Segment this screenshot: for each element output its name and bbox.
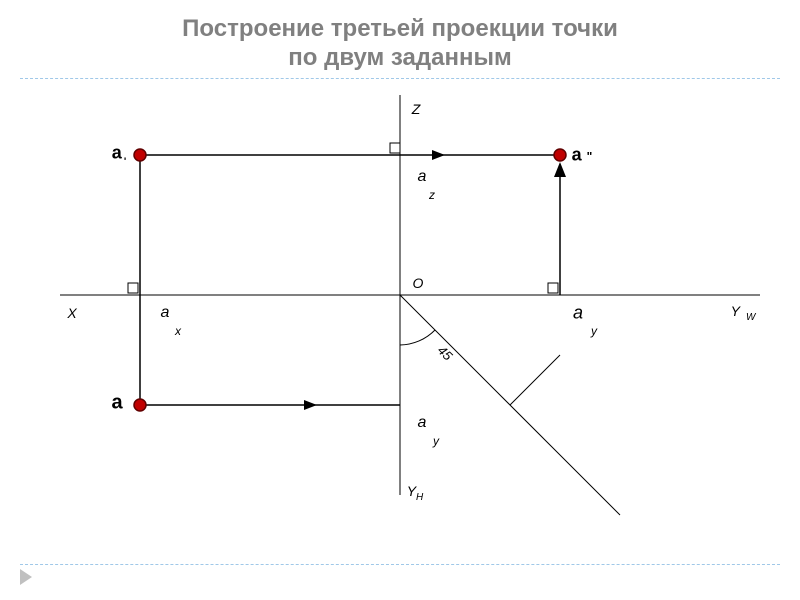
angle-arc (400, 330, 435, 345)
title-line1: Построение третьей проекции точки (0, 15, 800, 44)
point-a-dprime (554, 149, 566, 161)
projection-diagram (0, 95, 800, 555)
slide-corner-icon (20, 569, 32, 585)
divider-top (20, 78, 780, 79)
perp-marker-3 (548, 283, 558, 293)
perp-marker-1 (390, 143, 400, 153)
perp-marker-2 (128, 283, 138, 293)
arrow-top-mid (432, 150, 445, 160)
title-line2: по двум заданным (0, 44, 800, 73)
divider-bottom (20, 564, 780, 565)
arrow-bottom-mid (304, 400, 317, 410)
point-a (134, 399, 146, 411)
line-diag-small (510, 355, 560, 405)
point-a-prime (134, 149, 146, 161)
